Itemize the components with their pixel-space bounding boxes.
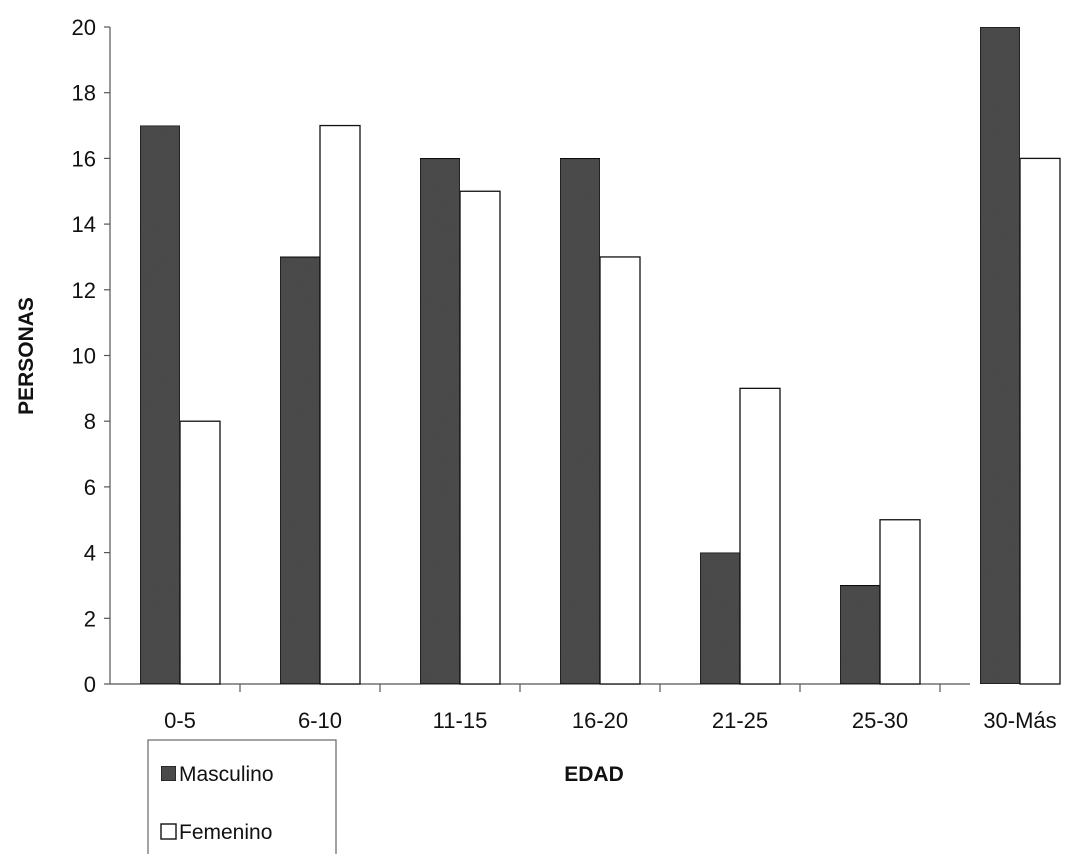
bar-femenino bbox=[879, 519, 921, 685]
y-tick-label: 6 bbox=[84, 475, 96, 500]
y-tick-label: 4 bbox=[84, 541, 96, 566]
bar-femenino bbox=[459, 190, 501, 685]
y-tick-label: 2 bbox=[84, 606, 96, 631]
bar-masculino bbox=[139, 124, 181, 685]
x-tick-label: 11-15 bbox=[433, 708, 488, 733]
legend-swatch-femenino bbox=[160, 823, 177, 840]
bar-masculino bbox=[279, 256, 321, 685]
y-tick-label: 10 bbox=[72, 344, 96, 369]
x-tick-label: 16-20 bbox=[572, 708, 628, 733]
bar-femenino bbox=[599, 256, 641, 685]
y-tick-label: 14 bbox=[72, 212, 96, 237]
x-tick-label: 6-10 bbox=[298, 708, 342, 733]
y-tick-label: 8 bbox=[84, 409, 96, 434]
bar-masculino bbox=[559, 157, 601, 685]
x-tick-label: 0-5 bbox=[164, 708, 196, 733]
bar-masculino bbox=[699, 551, 741, 685]
bar-masculino bbox=[979, 26, 1021, 685]
bar-femenino bbox=[739, 387, 781, 685]
y-tick-label: 0 bbox=[84, 672, 96, 697]
x-tick-label: 30-Más bbox=[983, 708, 1056, 733]
bar-femenino bbox=[1019, 157, 1061, 685]
legend: Masculino Femenino bbox=[147, 739, 337, 854]
x-tick-label: 21-25 bbox=[712, 708, 768, 733]
x-axis-title: EDAD bbox=[564, 763, 624, 786]
legend-swatch-masculino bbox=[160, 765, 177, 782]
bar-femenino bbox=[319, 124, 361, 685]
legend-box bbox=[147, 739, 337, 854]
bar-masculino bbox=[839, 584, 881, 685]
legend-label-masculino: Masculino bbox=[179, 763, 274, 786]
bar-masculino bbox=[419, 157, 461, 685]
bar-femenino bbox=[179, 420, 221, 685]
y-tick-label: 18 bbox=[72, 81, 96, 106]
y-tick-label: 12 bbox=[72, 278, 96, 303]
x-tick-label: 25-30 bbox=[852, 708, 908, 733]
legend-label-femenino: Femenino bbox=[179, 821, 272, 844]
y-tick-label: 20 bbox=[72, 15, 96, 40]
y-tick-label: 16 bbox=[72, 146, 96, 171]
y-axis-title: PERSONAS bbox=[15, 297, 38, 415]
bars-group bbox=[139, 26, 1061, 685]
y-axis: 0 2 4 6 8 10 12 14 16 18 20 bbox=[72, 15, 111, 697]
x-axis: 0-5 6-10 11-15 16-20 21-25 25-30 30-Más bbox=[110, 683, 1057, 733]
